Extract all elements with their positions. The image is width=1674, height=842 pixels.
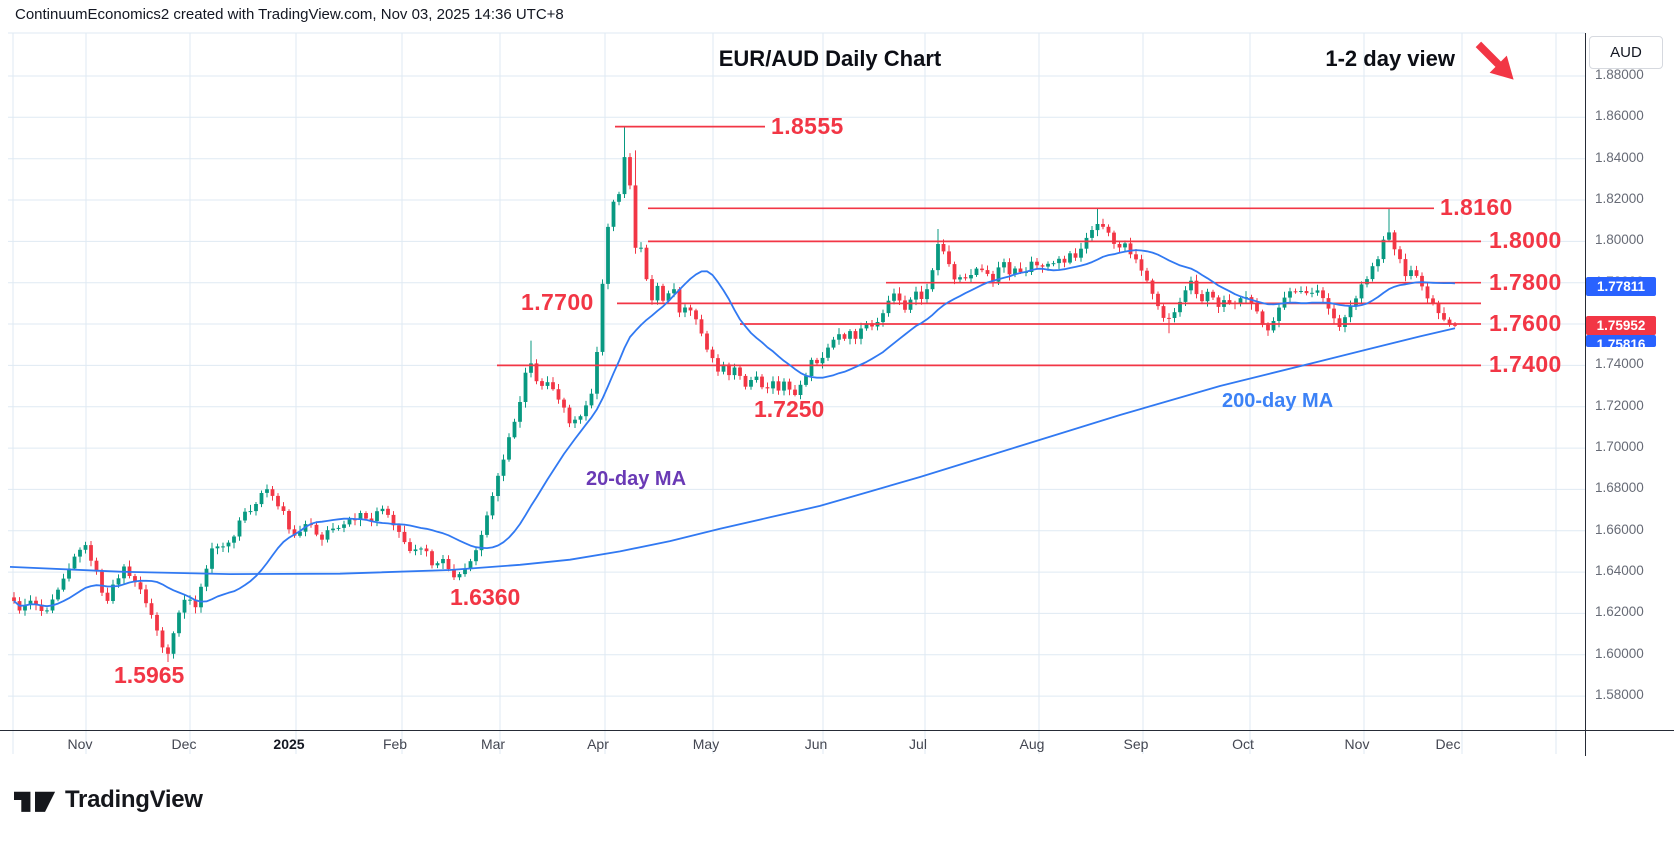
time-axis-label-Jun: Jun xyxy=(804,736,828,752)
view-note-label[interactable]: 1-2 day view xyxy=(1325,46,1455,71)
chart-title: EUR/AUD Daily Chart xyxy=(718,46,942,71)
level-label-1.8000[interactable]: 1.8000 xyxy=(1489,227,1562,253)
price-tick-label: 1.86000 xyxy=(1595,108,1644,123)
time-axis-label-Dec: Dec xyxy=(1435,736,1461,752)
price-tick-label: 1.84000 xyxy=(1595,150,1644,165)
time-axis-label-Feb: Feb xyxy=(382,736,408,752)
level-label-1.7800[interactable]: 1.7800 xyxy=(1489,269,1562,295)
price-tick-label: 1.58000 xyxy=(1595,687,1644,702)
time-axis-label-Nov: Nov xyxy=(1344,736,1370,752)
level-label-1.7400[interactable]: 1.7400 xyxy=(1489,351,1562,377)
tradingview-logo-text: TradingView xyxy=(65,786,203,813)
tradingview-logo-icon xyxy=(14,787,56,813)
time-axis-label-2025: 2025 xyxy=(273,736,305,752)
swing-low-label-1-7250[interactable]: 1.7250 xyxy=(754,396,825,422)
partially-hidden-price-badge: 1.75816 xyxy=(1586,335,1656,347)
price-badge-1.75952: 1.75952 xyxy=(1586,316,1656,335)
price-tick-label: 1.88000 xyxy=(1595,67,1644,82)
time-axis-label-Nov: Nov xyxy=(67,736,93,752)
currency-badge: AUD xyxy=(1589,36,1663,69)
time-axis-label-Aug: Aug xyxy=(1019,736,1045,752)
price-badge-1.77811: 1.77811 xyxy=(1586,277,1656,296)
price-tick-label: 1.60000 xyxy=(1595,646,1644,661)
swing-low-label-1-6360[interactable]: 1.6360 xyxy=(450,584,521,610)
swing-low-label-1-5965[interactable]: 1.5965 xyxy=(114,662,185,688)
time-axis-label-Oct: Oct xyxy=(1232,736,1254,752)
time-axis-label-Dec: Dec xyxy=(171,736,197,752)
price-tick-label: 1.68000 xyxy=(1595,480,1644,495)
price-tick-label: 1.62000 xyxy=(1595,604,1644,619)
price-tick-label: 1.72000 xyxy=(1595,398,1644,413)
time-axis-label-Sep: Sep xyxy=(1123,736,1149,752)
level-label-1.7700[interactable]: 1.7700 xyxy=(521,289,594,315)
down-right-arrow-icon[interactable] xyxy=(1474,40,1518,84)
time-axis-label-Mar: Mar xyxy=(480,736,506,752)
ma200-label[interactable]: 200-day MA xyxy=(1222,390,1334,412)
level-label-1.7600[interactable]: 1.7600 xyxy=(1489,310,1562,336)
currency-label: AUD xyxy=(1610,44,1642,61)
level-label-1.8160[interactable]: 1.8160 xyxy=(1440,194,1513,220)
price-tick-label: 1.66000 xyxy=(1595,522,1644,537)
time-axis-label-Jul: Jul xyxy=(909,736,927,752)
price-tick-label: 1.82000 xyxy=(1595,191,1644,206)
attribution-text: ContinuumEconomics2 created with Trading… xyxy=(15,6,564,23)
time-axis-label-Apr: Apr xyxy=(587,736,609,752)
price-tick-label: 1.64000 xyxy=(1595,563,1644,578)
price-tick-label: 1.74000 xyxy=(1595,356,1644,371)
price-tick-label: 1.70000 xyxy=(1595,439,1644,454)
price-tick-label: 1.80000 xyxy=(1595,232,1644,247)
time-axis-label-May: May xyxy=(692,736,720,752)
ma20-label[interactable]: 20-day MA xyxy=(586,468,687,490)
tradingview-logo[interactable]: TradingView xyxy=(14,786,203,814)
level-label-1.8555[interactable]: 1.8555 xyxy=(771,113,844,139)
